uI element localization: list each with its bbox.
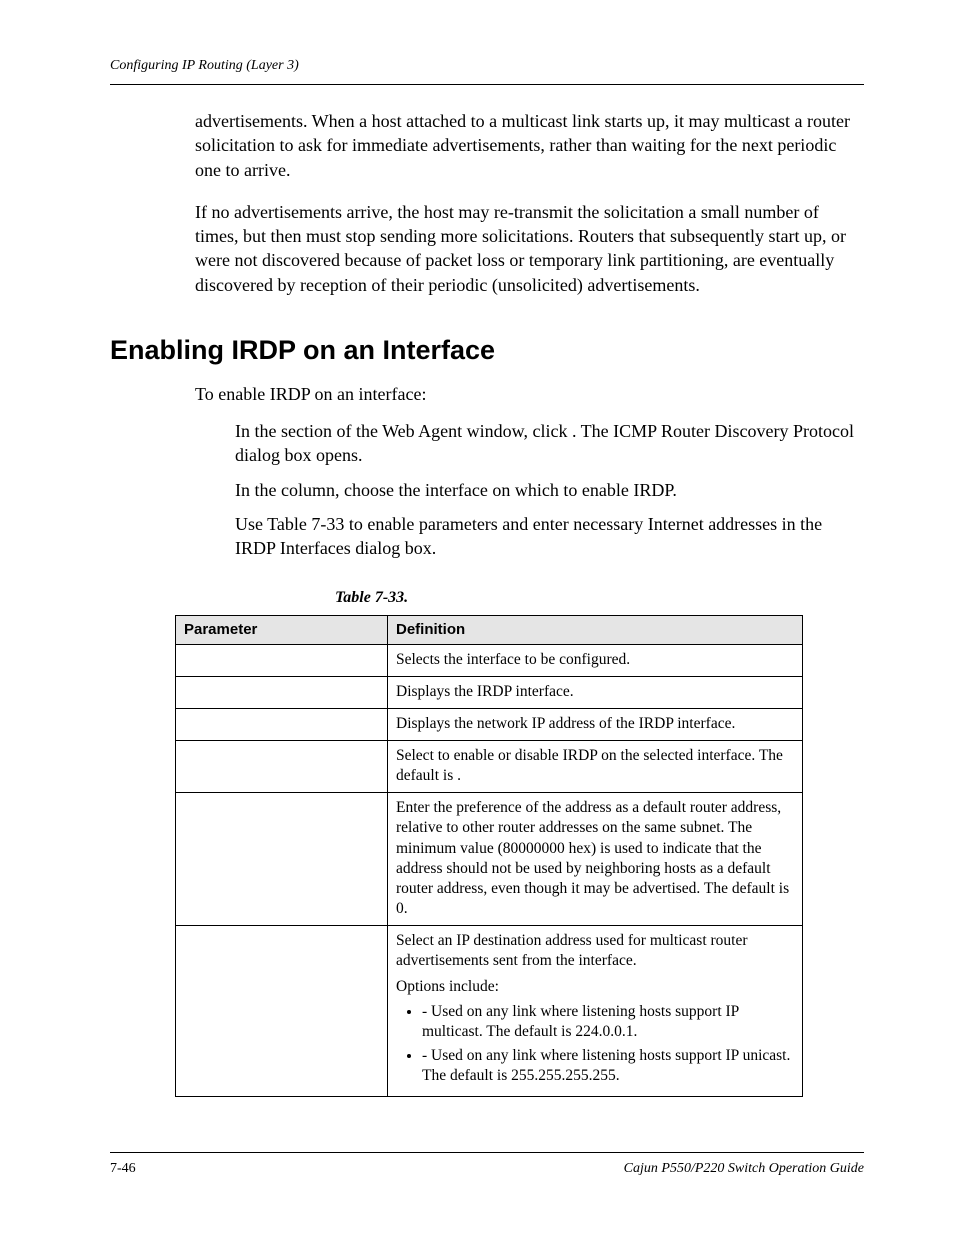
- definition-cell: Select an IP destination address used fo…: [388, 926, 803, 1097]
- param-cell: [176, 926, 388, 1097]
- definition-cell: Displays the network IP address of the I…: [388, 708, 803, 740]
- step-2: In the column, choose the interface on w…: [235, 478, 864, 502]
- footer-rule: [110, 1152, 864, 1153]
- col-header-definition: Definition: [388, 615, 803, 644]
- section-intro: To enable IRDP on an interface:: [195, 384, 864, 405]
- param-cell: [176, 644, 388, 676]
- step-1: In the section of the Web Agent window, …: [235, 419, 864, 468]
- footer-guide-title: Cajun P550/P220 Switch Operation Guide: [624, 1161, 864, 1177]
- table-caption: Table 7-33.: [335, 589, 864, 607]
- param-cell: [176, 740, 388, 792]
- definition-text: Enter the preference of the address as a…: [396, 798, 794, 919]
- col-header-parameter: Parameter: [176, 615, 388, 644]
- param-cell: [176, 708, 388, 740]
- option-item: - Used on any link where listening hosts…: [422, 1002, 794, 1042]
- paragraph-2: If no advertisements arrive, the host ma…: [195, 200, 864, 297]
- table-row: Displays the network IP address of the I…: [176, 708, 803, 740]
- table-row: Displays the IRDP interface.: [176, 676, 803, 708]
- definition-cell: Displays the IRDP interface.: [388, 676, 803, 708]
- definition-text-b: Options include:: [396, 977, 794, 997]
- option-item: - Used on any link where listening hosts…: [422, 1046, 794, 1086]
- definition-text-a: Select an IP destination address used fo…: [396, 931, 794, 971]
- header-rule: [110, 84, 864, 85]
- param-cell: [176, 793, 388, 926]
- definition-text: Selects the interface to be configured.: [396, 650, 794, 670]
- table-row: Enter the preference of the address as a…: [176, 793, 803, 926]
- table-row: Selects the interface to be configured.: [176, 644, 803, 676]
- running-header: Configuring IP Routing (Layer 3): [110, 58, 864, 74]
- table-row: Select an IP destination address used fo…: [176, 926, 803, 1097]
- footer-row: 7-46 Cajun P550/P220 Switch Operation Gu…: [110, 1161, 864, 1177]
- definition-text: Select to enable or disable IRDP on the …: [396, 746, 794, 786]
- section-heading: Enabling IRDP on an Interface: [110, 335, 864, 366]
- definition-cell: Enter the preference of the address as a…: [388, 793, 803, 926]
- definition-text: Displays the network IP address of the I…: [396, 714, 794, 734]
- definition-cell: Selects the interface to be configured.: [388, 644, 803, 676]
- post-steps-paragraph: Use Table 7-33 to enable parameters and …: [235, 512, 864, 561]
- definition-text: Displays the IRDP interface.: [396, 682, 794, 702]
- page-footer: 7-46 Cajun P550/P220 Switch Operation Gu…: [110, 1152, 864, 1177]
- param-cell: [176, 676, 388, 708]
- page: Configuring IP Routing (Layer 3) adverti…: [0, 0, 954, 1235]
- table-row: Select to enable or disable IRDP on the …: [176, 740, 803, 792]
- body-text-block: advertisements. When a host attached to …: [195, 109, 864, 297]
- definition-cell: Select to enable or disable IRDP on the …: [388, 740, 803, 792]
- table-header-row: Parameter Definition: [176, 615, 803, 644]
- options-list: - Used on any link where listening hosts…: [396, 1002, 794, 1087]
- page-number: 7-46: [110, 1161, 136, 1177]
- parameters-table: Parameter Definition Selects the interfa…: [175, 615, 803, 1098]
- paragraph-1: advertisements. When a host attached to …: [195, 109, 864, 182]
- steps-list: In the section of the Web Agent window, …: [235, 419, 864, 502]
